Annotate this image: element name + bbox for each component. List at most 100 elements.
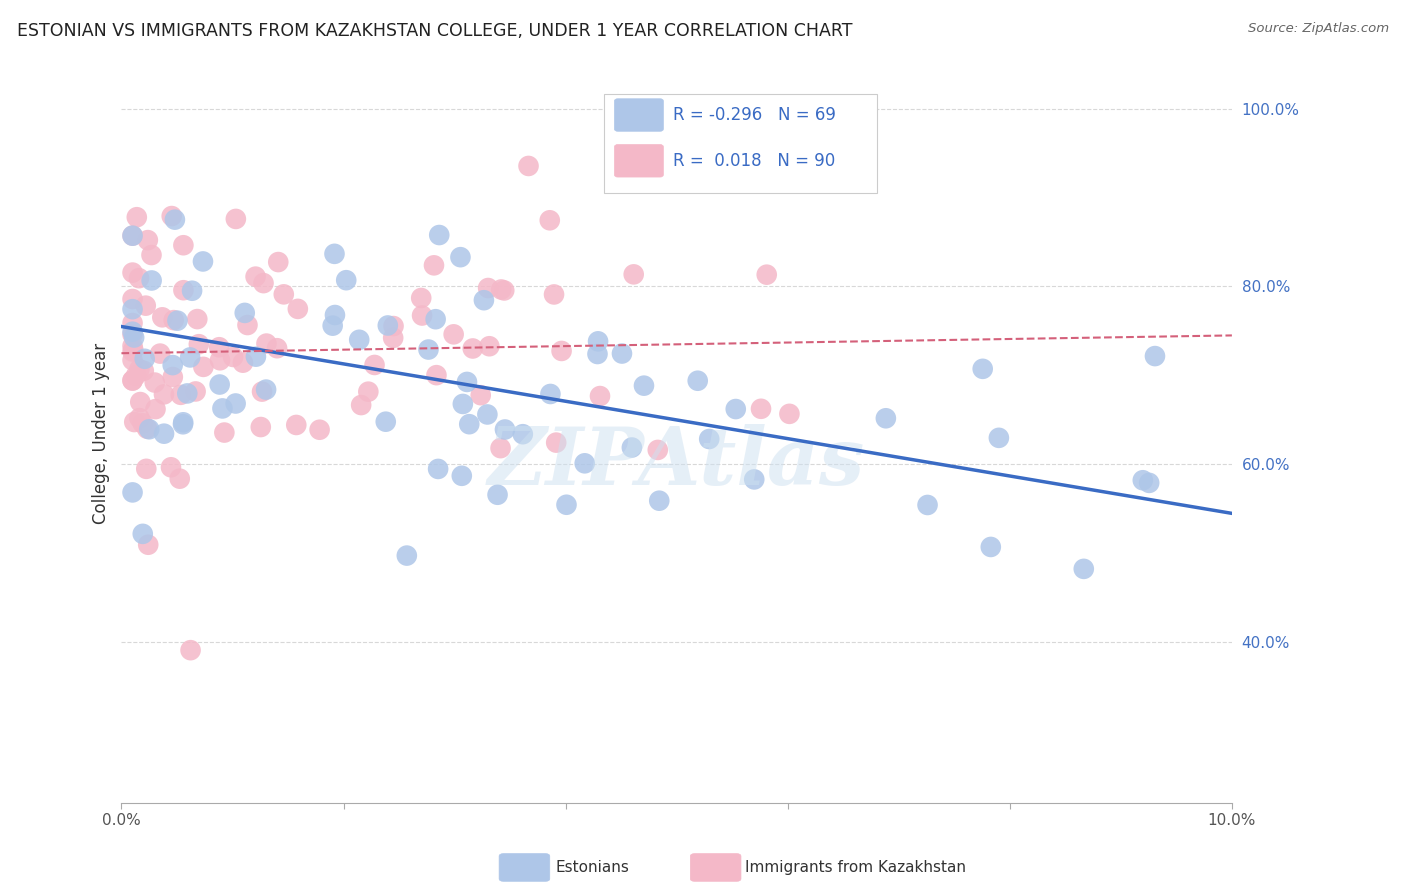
Point <box>208 340 231 354</box>
Point <box>987 431 1010 445</box>
Point <box>214 425 236 440</box>
Point <box>586 347 609 361</box>
Point <box>121 327 143 342</box>
Point <box>546 435 568 450</box>
Point <box>163 212 186 227</box>
Point <box>163 313 186 327</box>
Point <box>285 417 308 432</box>
Point <box>543 287 565 301</box>
Point <box>648 493 671 508</box>
Text: Estonians: Estonians <box>555 860 630 874</box>
Point <box>121 292 143 306</box>
Point <box>323 247 346 261</box>
Point <box>132 526 155 541</box>
Point <box>160 209 183 223</box>
Point <box>138 422 160 436</box>
Point <box>125 368 148 383</box>
Point <box>555 498 578 512</box>
Point <box>610 346 633 360</box>
Point <box>222 350 245 364</box>
FancyBboxPatch shape <box>614 145 664 177</box>
Point <box>122 415 145 429</box>
Point <box>347 333 370 347</box>
Text: R =  0.018   N = 90: R = 0.018 N = 90 <box>673 152 835 169</box>
Point <box>382 331 405 345</box>
Point <box>249 420 271 434</box>
Point <box>377 318 399 333</box>
Point <box>489 441 512 455</box>
Point <box>121 228 143 243</box>
Point <box>494 284 516 298</box>
Point <box>538 387 561 401</box>
Point <box>149 346 172 360</box>
Point <box>477 408 499 422</box>
Point <box>778 407 800 421</box>
Point <box>134 351 156 366</box>
Point <box>574 456 596 470</box>
Point <box>135 299 157 313</box>
Point <box>232 356 254 370</box>
Point <box>450 468 472 483</box>
Point <box>458 417 481 432</box>
Point <box>494 423 516 437</box>
Point <box>136 538 159 552</box>
Point <box>176 386 198 401</box>
Point <box>172 238 194 252</box>
Point <box>245 350 267 364</box>
Point <box>273 287 295 301</box>
Point <box>121 266 143 280</box>
Point <box>172 415 194 429</box>
Point <box>1073 562 1095 576</box>
Point <box>1143 349 1166 363</box>
Point <box>169 472 191 486</box>
Point <box>395 549 418 563</box>
Point <box>160 460 183 475</box>
Point <box>121 353 143 368</box>
Point <box>875 411 897 425</box>
Point <box>357 384 380 399</box>
Point <box>211 401 233 416</box>
Text: ZIPAtlas: ZIPAtlas <box>488 424 865 501</box>
Point <box>374 415 396 429</box>
Point <box>180 643 202 657</box>
Point <box>323 308 346 322</box>
Point <box>472 293 495 308</box>
Point <box>256 336 278 351</box>
Text: Source: ZipAtlas.com: Source: ZipAtlas.com <box>1249 22 1389 36</box>
Point <box>363 358 385 372</box>
Point <box>172 417 194 432</box>
Point <box>512 427 534 442</box>
Point <box>245 269 267 284</box>
Point <box>193 359 215 374</box>
Point <box>425 368 447 383</box>
Point <box>121 373 143 387</box>
Text: R = -0.296   N = 69: R = -0.296 N = 69 <box>673 106 837 124</box>
Point <box>456 375 478 389</box>
Point <box>136 422 159 436</box>
Point <box>1137 475 1160 490</box>
Point <box>755 268 778 282</box>
Point <box>172 283 194 297</box>
Point <box>121 344 143 359</box>
Point <box>550 343 572 358</box>
Point <box>350 398 373 412</box>
Point <box>686 374 709 388</box>
Point <box>478 339 501 353</box>
Point <box>489 283 512 297</box>
Point <box>153 387 176 401</box>
Point <box>1132 473 1154 487</box>
Point <box>162 370 184 384</box>
FancyBboxPatch shape <box>605 94 876 194</box>
Point <box>121 325 143 339</box>
Point <box>749 401 772 416</box>
Point <box>517 159 540 173</box>
Point <box>418 343 440 357</box>
Point <box>121 316 143 330</box>
Point <box>425 312 447 326</box>
Point <box>184 384 207 399</box>
Point <box>166 313 188 327</box>
Point <box>382 319 405 334</box>
FancyBboxPatch shape <box>614 99 664 131</box>
Point <box>423 258 446 272</box>
Point <box>170 388 193 402</box>
